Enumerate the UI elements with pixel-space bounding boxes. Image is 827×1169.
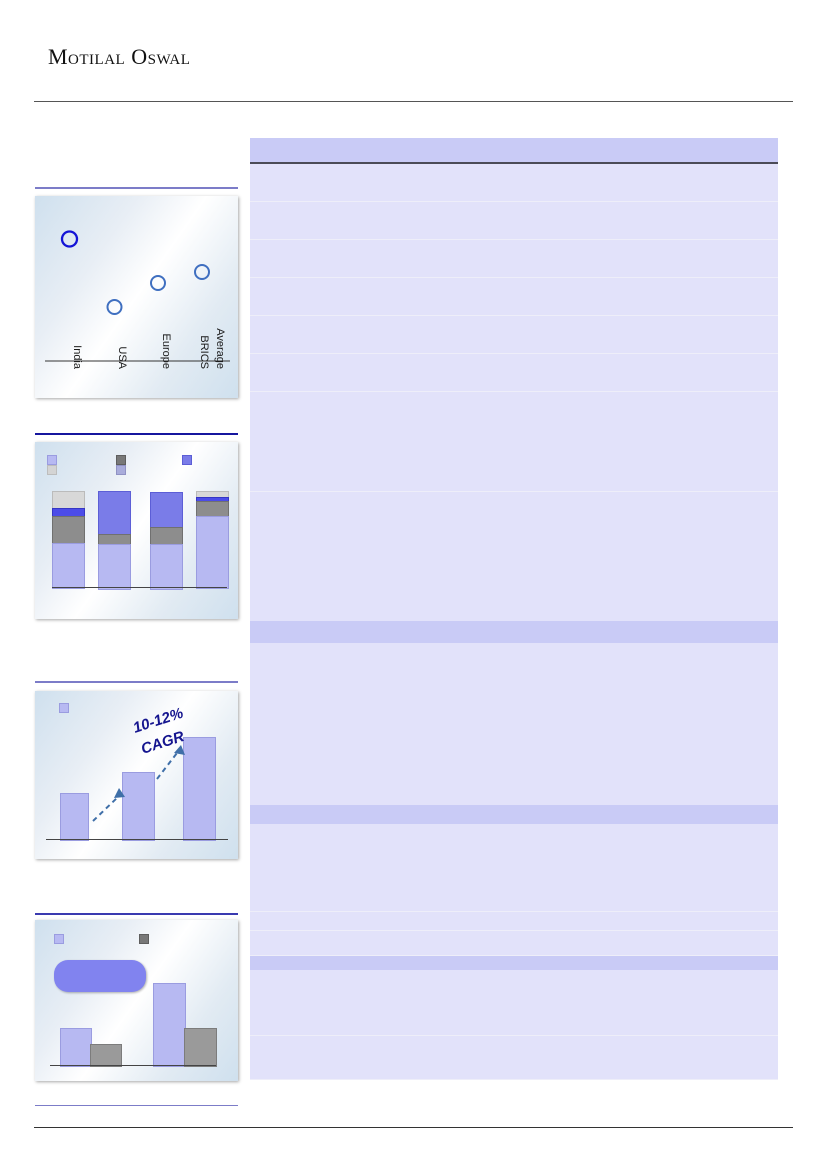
svg-text:USA: USA	[116, 346, 128, 369]
svg-text:Europe: Europe	[160, 334, 172, 369]
svg-text:Average: Average	[214, 328, 226, 369]
svg-text:BRICS: BRICS	[198, 335, 210, 369]
svg-text:India: India	[71, 345, 83, 370]
